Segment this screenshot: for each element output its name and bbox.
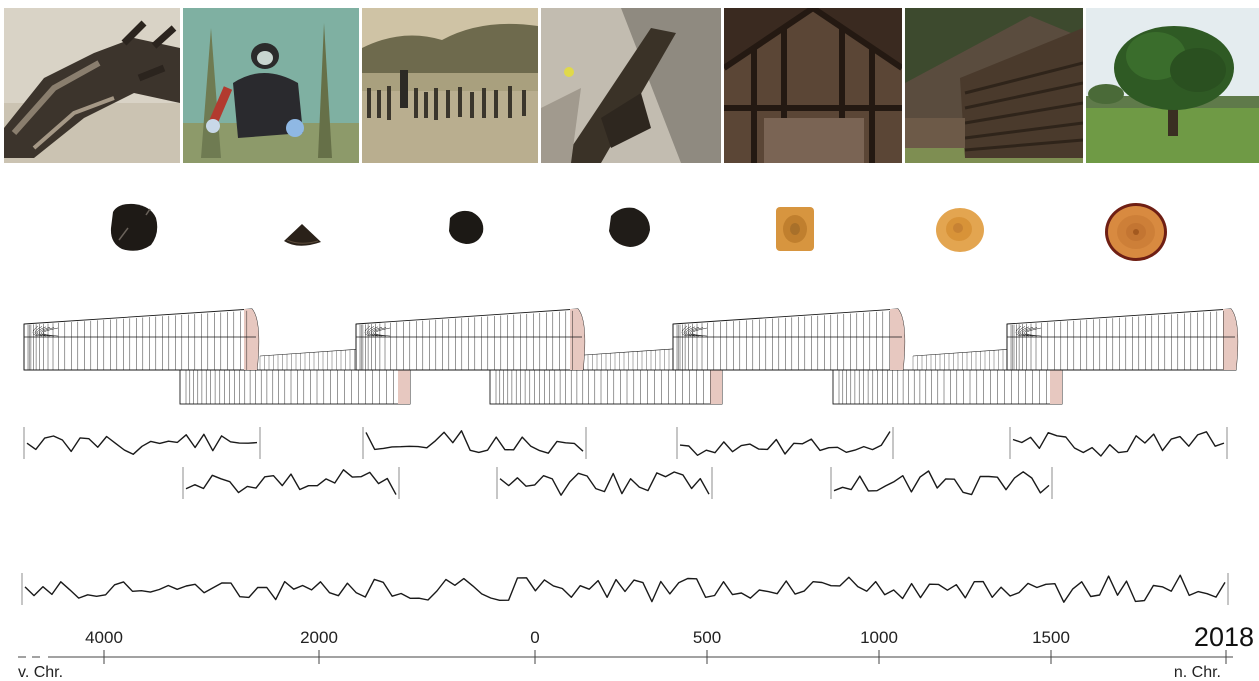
curve-upper-3 xyxy=(676,427,894,459)
truss-photo-icon xyxy=(724,8,902,163)
ring-block-upper-3 xyxy=(672,308,906,371)
time-axis: 4000 2000 0 500 1000 1500 2018 v. Chr. n… xyxy=(18,622,1254,681)
photo-underwater-diver xyxy=(183,8,359,163)
sample-blackened-disc xyxy=(110,203,158,251)
ring-block-lower-1 xyxy=(179,345,411,405)
sample-dark-disc xyxy=(609,207,650,247)
tick-label-2000: 2000 xyxy=(300,628,338,647)
curve-lower-2 xyxy=(496,467,713,499)
ring-width-curves xyxy=(21,427,1229,605)
photo-oak-tree xyxy=(1086,8,1259,163)
driftwood-photo-icon xyxy=(4,8,180,163)
sample-rectangular-block xyxy=(776,207,814,251)
ring-block-lower-3 xyxy=(832,345,1063,405)
photo-roof-truss xyxy=(724,8,902,163)
tick-label-1500: 1500 xyxy=(1032,628,1070,647)
axis-ticks xyxy=(103,650,1227,664)
curve-upper-1 xyxy=(23,427,261,459)
tick-label-4000: 4000 xyxy=(85,628,123,647)
photo-lake-pile-dwelling xyxy=(362,8,538,163)
sample-light-disc xyxy=(936,208,984,252)
ring-block-upper-1 xyxy=(23,308,260,371)
sample-fresh-disc xyxy=(1105,203,1167,261)
tick-label-500: 500 xyxy=(693,628,721,647)
tick-label-1000: 1000 xyxy=(860,628,898,647)
tree-photo-icon xyxy=(1086,8,1259,163)
wood-samples xyxy=(110,203,1167,261)
ring-block-upper-2 xyxy=(355,308,586,371)
ring-block-lower-2 xyxy=(489,345,723,405)
photo-driftwood-trunk xyxy=(4,8,180,163)
ad-label: n. Chr. xyxy=(1174,664,1221,681)
sample-small-disc xyxy=(449,210,484,244)
photo-excavated-timber xyxy=(541,8,721,163)
ring-block-upper-4 xyxy=(1006,308,1239,371)
curve-lower-3 xyxy=(830,467,1053,499)
cabin-photo-icon xyxy=(905,8,1083,163)
curve-lower-1 xyxy=(182,467,400,499)
end-year-label: 2018 xyxy=(1194,622,1254,652)
curve-master-chronology xyxy=(21,573,1229,605)
bc-label: v. Chr. xyxy=(18,664,63,681)
excavation-photo-icon xyxy=(541,8,721,163)
curve-upper-4 xyxy=(1009,427,1228,459)
tree-ring-blocks xyxy=(23,308,1239,405)
diver-photo-icon xyxy=(183,8,359,163)
curve-upper-2 xyxy=(362,427,587,459)
piles-photo-icon xyxy=(362,8,538,163)
tick-label-0: 0 xyxy=(530,628,539,647)
sample-wedge xyxy=(284,224,321,246)
photo-log-cabin xyxy=(905,8,1083,163)
